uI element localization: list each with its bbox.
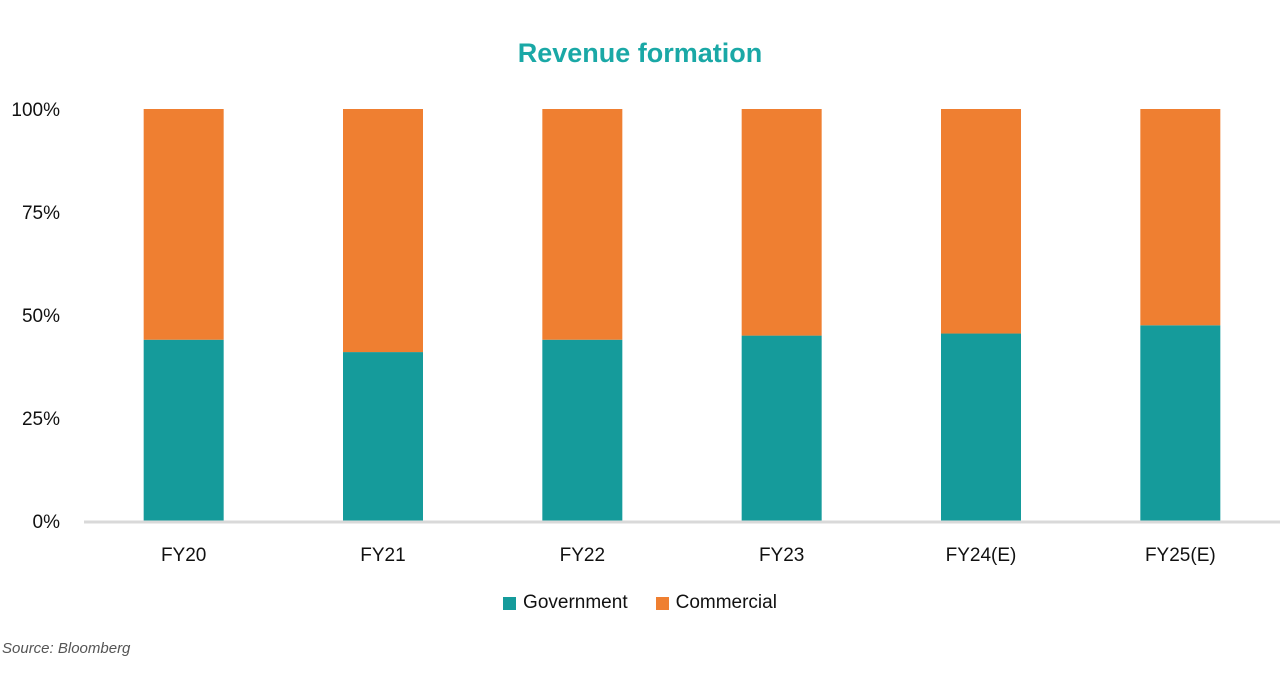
chart-title: Revenue formation (517, 38, 763, 68)
bar-commercial (343, 109, 423, 353)
x-tick-label: FY25(E) (1145, 545, 1216, 566)
source-note: Source: Bloomberg (2, 640, 131, 657)
legend-swatch-commercial (655, 596, 669, 610)
legend-swatch-government (503, 596, 517, 610)
bar-commercial (143, 109, 224, 340)
y-tick-label: 25% (22, 409, 60, 430)
legend-label-commercial: Commercial (675, 592, 777, 613)
bar-government (1140, 325, 1221, 521)
bar-commercial (1140, 109, 1221, 326)
bar-commercial (741, 109, 822, 336)
legend-label-government: Government (523, 592, 628, 613)
y-tick-label: 75% (22, 203, 60, 224)
bar-government (143, 339, 224, 521)
y-tick-label: 0% (33, 512, 61, 533)
x-tick-label: FY21 (360, 545, 405, 566)
legend: Government Commercial (0, 592, 1280, 614)
bar-government (343, 352, 423, 521)
legend-item-government: Government (503, 592, 628, 614)
x-tick-label: FY24(E) (946, 545, 1017, 566)
y-tick-label: 50% (22, 306, 60, 327)
bar-commercial (941, 109, 1021, 334)
bar-government (941, 333, 1021, 521)
x-tick-label: FY20 (161, 545, 206, 566)
y-tick-label: 100% (11, 100, 60, 121)
bar-government (542, 339, 623, 521)
bar-government (741, 335, 822, 521)
legend-item-commercial: Commercial (655, 592, 777, 614)
x-tick-label: FY22 (560, 545, 605, 566)
bar-commercial (542, 109, 623, 340)
x-tick-label: FY23 (759, 545, 804, 566)
